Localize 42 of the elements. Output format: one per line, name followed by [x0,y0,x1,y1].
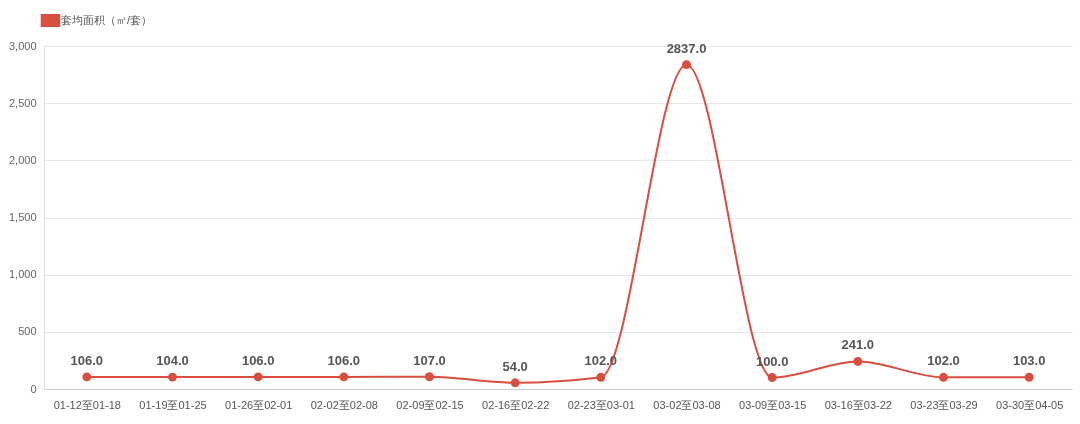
point [82,372,92,382]
data-label: 106.0 [327,352,361,368]
point [939,372,948,382]
y-tick-label: 2,000 [8,153,37,166]
data-label: 107.0 [413,352,446,368]
legend-label: 套均面积（㎡/套） [61,13,153,26]
data-label: 106.0 [70,352,104,368]
y-tick-label: 2,500 [8,96,37,109]
x-tick-label: 01-19至01-25 [139,398,207,411]
data-label: 2837.0 [666,40,707,56]
y-tick-label: 3,000 [8,39,37,52]
point [682,60,691,70]
x-tick-label: 02-09至02-15 [396,398,464,411]
point [339,372,349,382]
x-tick-label: 01-12至01-18 [53,398,121,411]
point [510,378,520,388]
x-tick-label: 03-30至04-05 [996,398,1064,411]
x-tick-label: 03-16至03-22 [824,398,892,411]
point [168,372,177,382]
point [253,372,263,382]
data-label: 54.0 [502,358,528,374]
point [425,372,434,382]
data-label: 103.0 [1012,353,1046,369]
data-label: 102.0 [927,353,960,369]
y-tick-label: 1,500 [8,211,37,223]
point [1024,372,1034,382]
data-label: 241.0 [841,337,875,353]
x-tick-label: 02-02至02-08 [310,398,378,411]
y-tick-label: 1,000 [8,268,37,281]
y-tick-label: 0 [30,382,37,395]
y-tick-label: 500 [18,325,37,338]
x-tick-label: 03-09至03-15 [739,398,807,411]
point [596,372,606,382]
point [853,356,863,366]
x-tick-label: 03-23至03-29 [910,398,978,411]
x-tick-label: 03-02至03-08 [653,398,721,411]
x-tick-label: 02-23至03-01 [567,398,635,411]
data-label: 104.0 [156,353,189,369]
x-tick-label: 01-26至02-01 [225,398,293,411]
x-tick-label: 02-16至02-22 [482,398,550,411]
data-label: 106.0 [241,352,275,368]
point [767,373,777,383]
